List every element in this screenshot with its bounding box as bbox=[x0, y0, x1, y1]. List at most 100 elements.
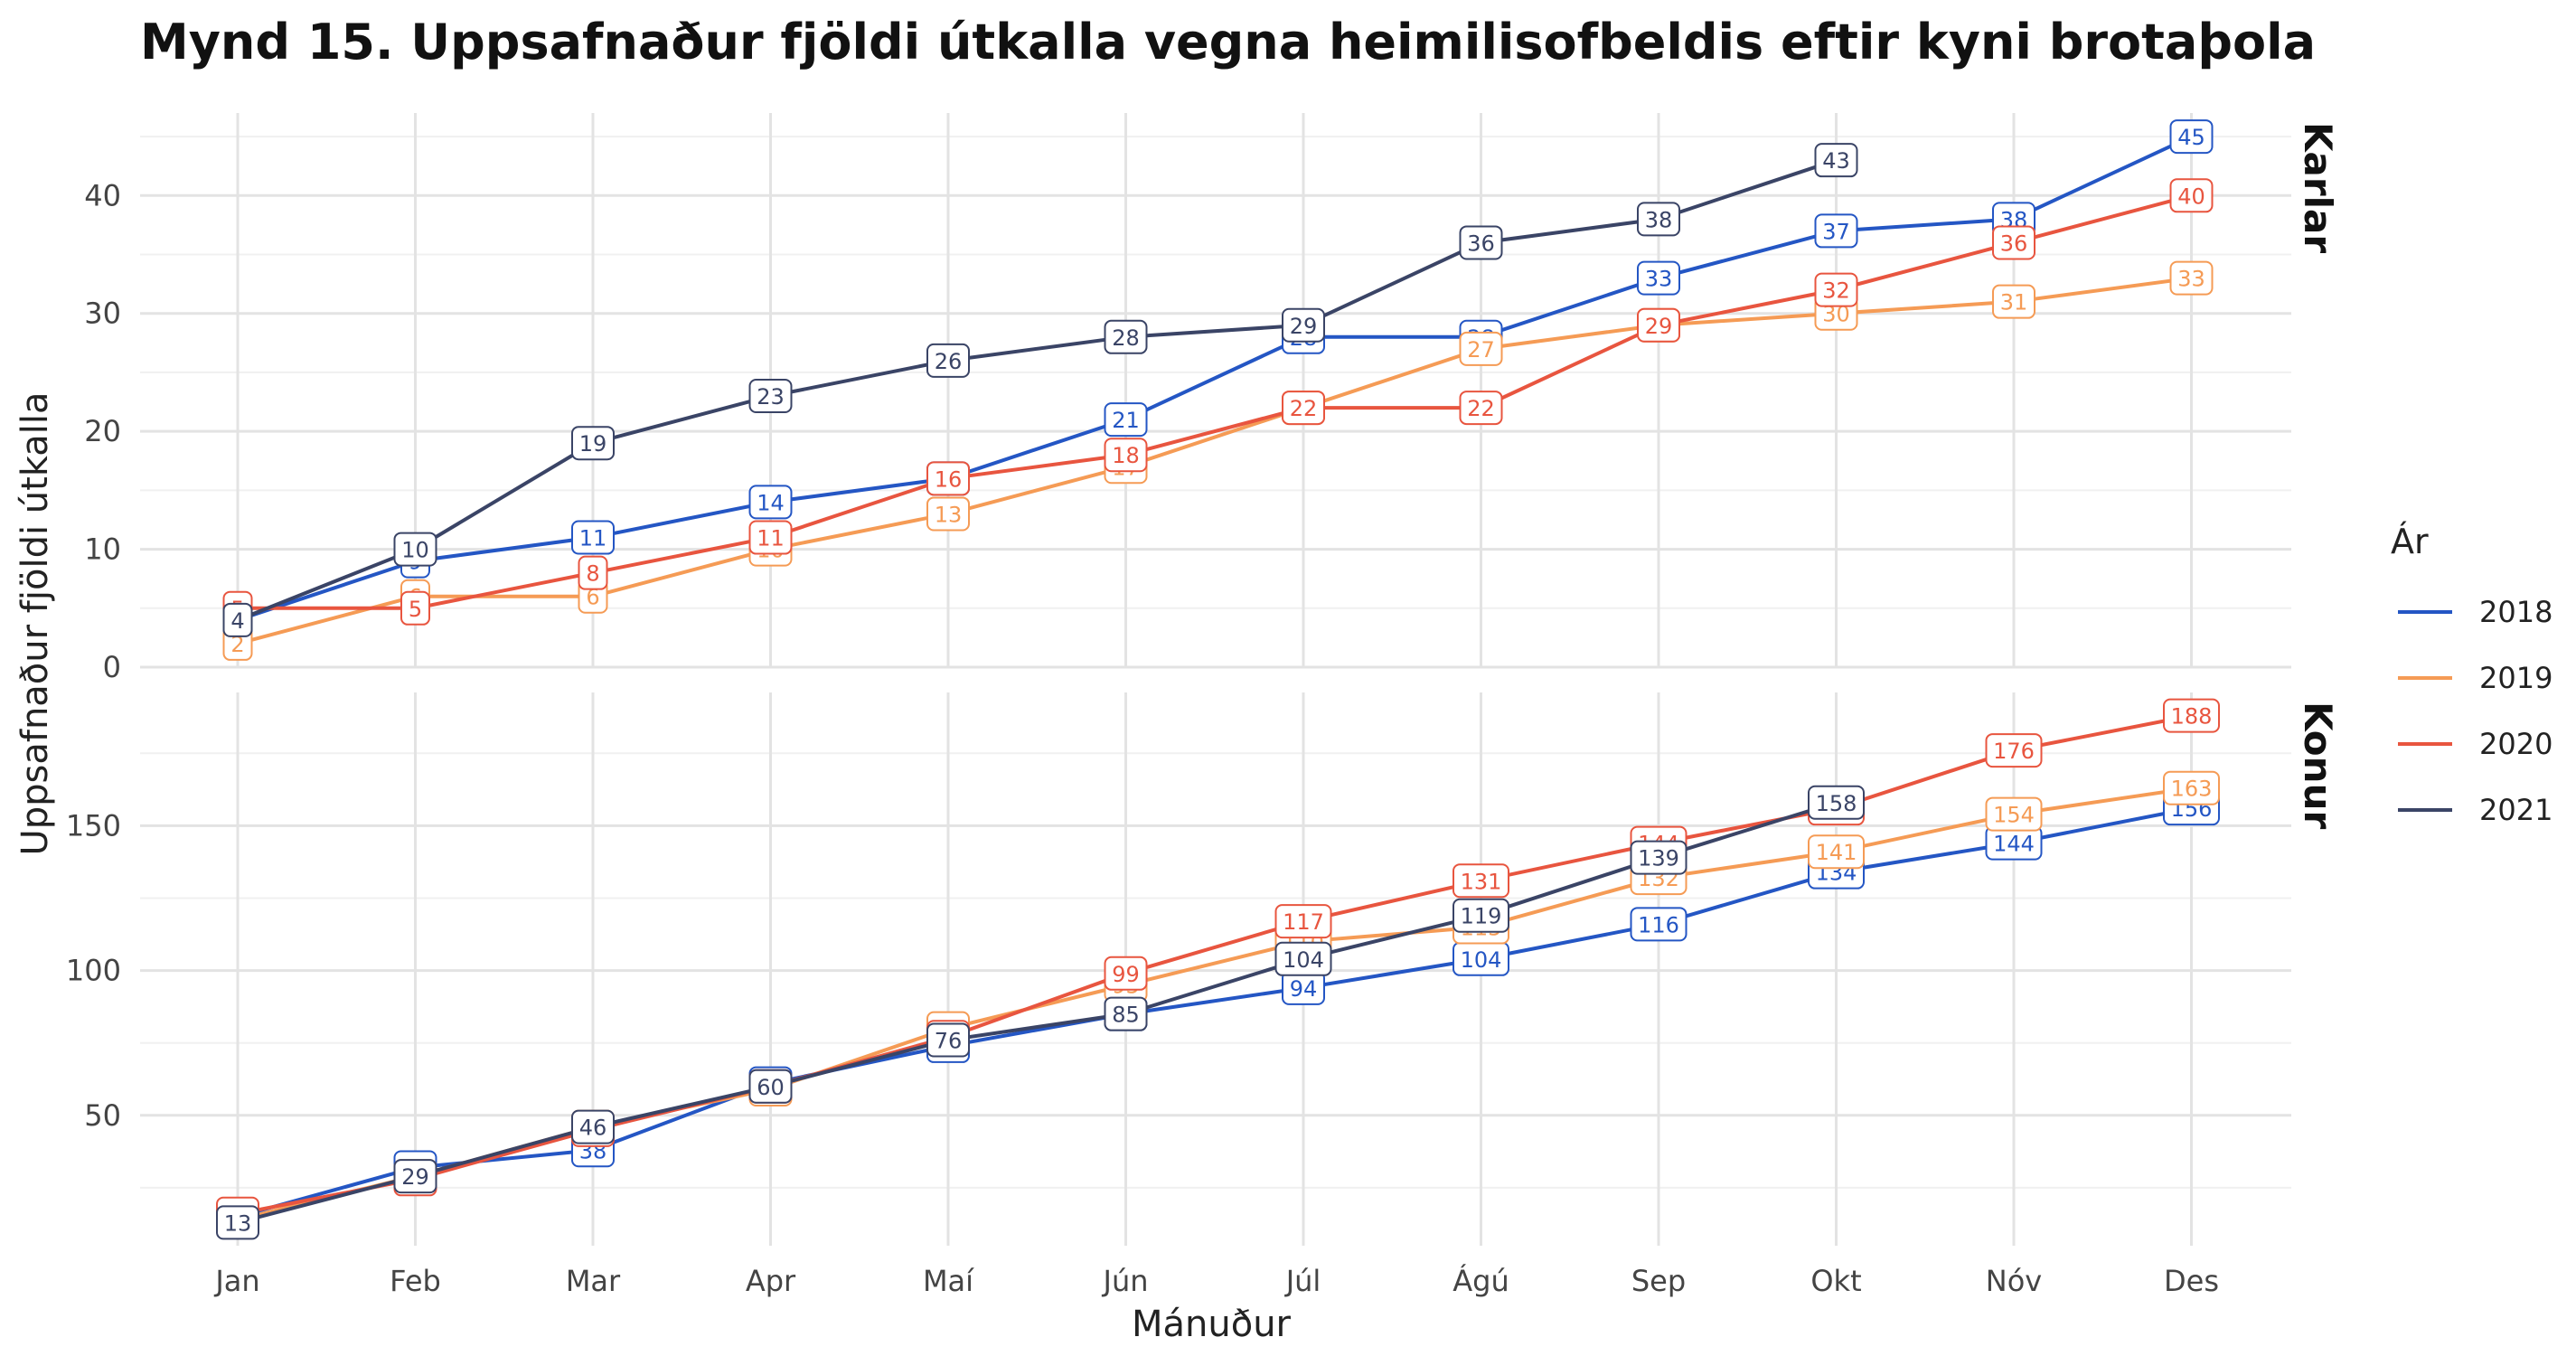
data-label-text: 38 bbox=[1645, 207, 1673, 232]
legend-label: 2020 bbox=[2479, 727, 2552, 761]
data-label: 29 bbox=[1637, 307, 1680, 343]
data-label: 60 bbox=[748, 1069, 793, 1104]
data-label-text: 158 bbox=[1816, 791, 1857, 816]
data-label-text: 85 bbox=[1112, 1003, 1140, 1028]
legend-item-2018: 2018 bbox=[2398, 595, 2552, 629]
data-label: 176 bbox=[1985, 733, 2043, 768]
series-line-2020 bbox=[237, 713, 2192, 1216]
data-label-text: 13 bbox=[224, 1210, 252, 1236]
data-label: 22 bbox=[1282, 391, 1325, 426]
data-label-text: 40 bbox=[2177, 184, 2205, 209]
data-label: 23 bbox=[748, 379, 793, 414]
data-label: 38 bbox=[1637, 202, 1680, 237]
data-label: 28 bbox=[1104, 319, 1148, 354]
data-label-text: 29 bbox=[1645, 314, 1673, 339]
x-tick-label: Sep bbox=[1631, 1264, 1686, 1298]
x-tick-label: Ágú bbox=[1453, 1264, 1509, 1298]
series-line-2020 bbox=[238, 193, 2193, 610]
data-label: 10 bbox=[393, 532, 437, 567]
data-label: 16 bbox=[926, 461, 970, 496]
data-label: 144 bbox=[1985, 825, 2043, 861]
data-label-text: 188 bbox=[2171, 704, 2213, 730]
data-label: 11 bbox=[571, 520, 615, 555]
x-tick-label: Maí bbox=[923, 1264, 974, 1298]
data-label-text: 99 bbox=[1112, 962, 1140, 987]
data-label-text: 28 bbox=[1112, 325, 1140, 351]
series-line-2021 bbox=[237, 158, 1838, 622]
x-tick-label: Júl bbox=[1284, 1264, 1321, 1298]
x-tick-label: Feb bbox=[390, 1264, 441, 1298]
y-axis-title: Uppsafnaður fjöldi útkalla bbox=[14, 391, 56, 855]
data-label-text: 26 bbox=[935, 349, 963, 374]
y-tick-label: 20 bbox=[84, 414, 121, 448]
data-label-text: 104 bbox=[1461, 947, 1502, 973]
panel-karlar: 010203040Karlar4911141621282833373845266… bbox=[84, 113, 2340, 684]
data-label-text: 144 bbox=[1993, 832, 2035, 857]
data-label-text: 60 bbox=[757, 1075, 785, 1100]
data-label: 154 bbox=[1985, 796, 2043, 832]
legend-item-2020: 2020 bbox=[2398, 727, 2552, 761]
data-label: 117 bbox=[1274, 904, 1332, 939]
data-label: 14 bbox=[748, 485, 793, 520]
data-label: 8 bbox=[578, 555, 608, 590]
series-line-2018 bbox=[237, 135, 2193, 622]
strip-label: Karlar bbox=[2296, 122, 2340, 253]
data-label: 26 bbox=[926, 343, 970, 378]
data-label-text: 119 bbox=[1461, 904, 1502, 929]
data-label-text: 16 bbox=[935, 466, 963, 492]
data-label: 33 bbox=[2169, 260, 2214, 296]
legend: Ár 2018 2019 2020 2021 bbox=[2391, 522, 2552, 827]
data-label-text: 22 bbox=[1290, 396, 1318, 421]
data-label-text: 31 bbox=[2000, 290, 2028, 315]
strip-label: Konur bbox=[2296, 702, 2340, 829]
data-label: 104 bbox=[1453, 941, 1509, 976]
data-label: 188 bbox=[2163, 698, 2220, 733]
data-label-text: 32 bbox=[1822, 278, 1850, 304]
data-label: 29 bbox=[393, 1159, 437, 1194]
data-label-text: 8 bbox=[586, 561, 599, 587]
data-label-text: 45 bbox=[2177, 125, 2205, 150]
series-line-2018 bbox=[237, 806, 2192, 1219]
data-label-text: 29 bbox=[1290, 314, 1318, 339]
data-label-text: 36 bbox=[2000, 231, 2028, 256]
chart-title: Mynd 15. Uppsafnaður fjöldi útkalla vegn… bbox=[140, 14, 2316, 71]
data-label-text: 117 bbox=[1283, 909, 1324, 935]
panel-konur: 50100150Konur153238617485941041161341441… bbox=[66, 692, 2340, 1246]
data-label: 4 bbox=[222, 602, 253, 637]
data-label: 141 bbox=[1808, 834, 1865, 870]
data-label-text: 37 bbox=[1822, 219, 1850, 244]
legend-label: 2018 bbox=[2479, 595, 2552, 629]
data-label: 13 bbox=[216, 1205, 259, 1240]
data-label: 29 bbox=[1282, 307, 1325, 343]
data-label-text: 22 bbox=[1467, 396, 1495, 421]
legend-item-2019: 2019 bbox=[2398, 661, 2552, 695]
data-label-text: 94 bbox=[1290, 976, 1318, 1002]
y-tick-label: 10 bbox=[84, 532, 121, 567]
data-label-text: 4 bbox=[230, 608, 244, 634]
data-label: 21 bbox=[1104, 402, 1148, 438]
data-label: 31 bbox=[1992, 284, 2035, 319]
data-label: 36 bbox=[1992, 225, 2035, 260]
data-label-text: 163 bbox=[2171, 777, 2213, 802]
data-label-text: 11 bbox=[757, 526, 785, 551]
data-label: 40 bbox=[2169, 178, 2214, 213]
data-label-text: 131 bbox=[1461, 869, 1502, 894]
data-label-text: 33 bbox=[1645, 267, 1673, 292]
x-tick-label: Des bbox=[2164, 1264, 2219, 1298]
y-tick-label: 40 bbox=[84, 178, 121, 212]
data-label: 37 bbox=[1814, 213, 1858, 249]
legend-label: 2019 bbox=[2479, 661, 2552, 695]
data-label-text: 141 bbox=[1816, 840, 1857, 865]
data-label-text: 104 bbox=[1283, 947, 1324, 973]
data-label: 45 bbox=[2169, 119, 2214, 155]
data-label: 104 bbox=[1274, 941, 1332, 976]
data-label-text: 46 bbox=[579, 1116, 607, 1141]
data-label-text: 21 bbox=[1112, 408, 1140, 433]
y-tick-label: 150 bbox=[66, 808, 121, 843]
y-tick-label: 0 bbox=[103, 650, 121, 684]
data-label: 46 bbox=[571, 1109, 615, 1144]
data-label-text: 176 bbox=[1993, 739, 2035, 764]
x-axis-title: Mánuður bbox=[1132, 1304, 1292, 1345]
y-tick-label: 100 bbox=[66, 954, 121, 988]
